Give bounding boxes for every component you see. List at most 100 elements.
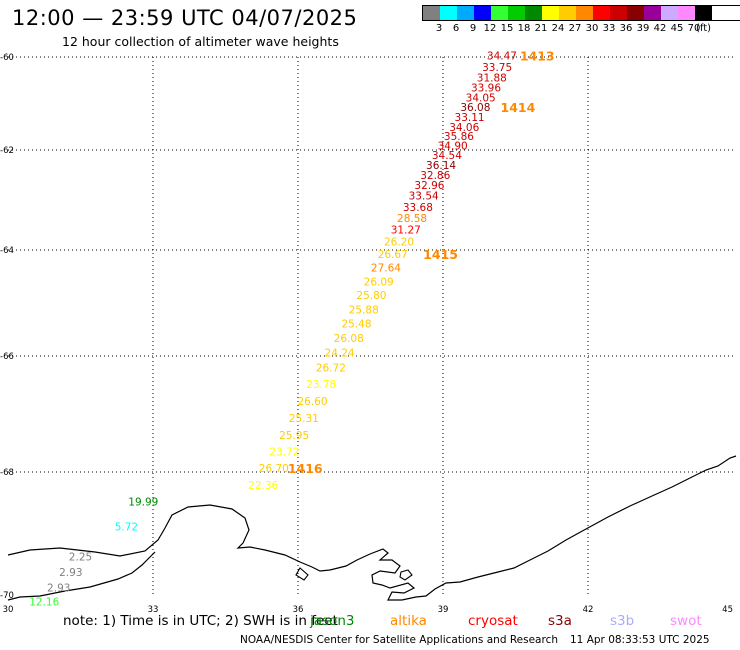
wave-height-value: 25.80 (356, 290, 386, 302)
legend-swatch (525, 6, 542, 20)
wave-height-value: 36.08 (460, 102, 490, 114)
wave-height-value: 33.11 (455, 112, 485, 124)
coastline-south-segment (7, 551, 156, 601)
wave-height-value: 25.95 (279, 430, 309, 442)
legend-swatch (695, 6, 712, 20)
wave-height-value: 23.78 (306, 379, 336, 391)
legend-swatch (491, 6, 508, 20)
wave-height-value: 27.64 (371, 262, 401, 274)
page-title: 12:00 — 23:59 UTC 04/07/2025 (12, 6, 358, 30)
latitude-tick-label: -66 (0, 352, 14, 362)
wave-height-value: 24.24 (325, 347, 355, 359)
latitude-tick-label: -70 (0, 591, 14, 601)
legend-swatch (474, 6, 491, 20)
wave-height-value: 26.72 (316, 363, 346, 375)
wave-height-value: 34.90 (438, 140, 468, 152)
wave-height-value: 32.86 (420, 170, 450, 182)
footer-note: note: 1) Time is in UTC; 2) SWH is in fe… (63, 613, 338, 629)
legend-tick-label: 18 (517, 23, 531, 34)
page-subtitle: 12 hour collection of altimeter wave hei… (62, 34, 339, 49)
pass-number-label: 1414 (501, 100, 536, 115)
pass-number-label: 1413 (520, 49, 555, 64)
legend-labels: 3 6 9 12 15 18 21 24 27 30 33 36 39 42 45 70 (ft) (422, 21, 740, 35)
wave-height-value: 26.20 (384, 237, 414, 249)
legend-swatch (559, 6, 576, 20)
legend-swatch (440, 6, 457, 20)
legend-swatch (542, 6, 559, 20)
latitude-tick-label: -62 (0, 146, 14, 156)
mission-label-cryosat: cryosat (468, 613, 518, 629)
wave-height-value: 26.67 (378, 249, 408, 261)
wave-height-value: 2.93 (59, 567, 82, 579)
legend-tick-label: 9 (469, 23, 477, 34)
legend-tick-label: 33 (602, 23, 616, 34)
legend-tick-label: 70 (687, 23, 701, 34)
wave-height-value: 34.54 (432, 150, 462, 162)
wave-height-value: 33.68 (403, 202, 433, 214)
wave-height-value: 2.93 (47, 583, 70, 595)
wave-height-value: 34.06 (449, 122, 479, 134)
wave-height-value: 31.88 (477, 72, 507, 84)
latitude-tick-label: -64 (0, 246, 14, 256)
wave-height-value: 26.09 (364, 276, 394, 288)
legend-tick-label: 3 (435, 23, 443, 34)
pass-number-labels: 1413 1414 1415 1416 (288, 49, 555, 476)
longitude-tick-label: 30 (3, 605, 14, 615)
longitude-tick-label: 36 (293, 605, 304, 615)
coastline (7, 455, 737, 601)
mission-label-swot: swot (670, 613, 702, 629)
legend-swatch (457, 6, 474, 20)
wave-height-value: 26.60 (297, 396, 327, 408)
legend-swatch (627, 6, 644, 20)
generated-timestamp: 11 Apr 08:33:53 UTC 2025 (570, 634, 710, 646)
wave-height-value: 33.54 (409, 191, 439, 203)
mission-label-s3a: s3a (548, 613, 572, 629)
lat-lon-grid (8, 56, 733, 597)
legend-tick-label: 27 (568, 23, 582, 34)
mission-label-jason3: jason3 (310, 613, 355, 629)
wave-height-value: 25.48 (341, 319, 371, 331)
wave-height-value: 2.25 (69, 551, 92, 563)
pass-number-label: 1416 (288, 461, 323, 476)
longitude-tick-label: 33 (148, 605, 159, 615)
legend-swatch (423, 6, 440, 20)
longitude-tick-label: 45 (722, 605, 733, 615)
legend-tick-label: 39 (636, 23, 650, 34)
legend-swatch (593, 6, 610, 20)
wave-height-value: 36.14 (426, 160, 456, 172)
longitude-tick-label: 42 (583, 605, 594, 615)
legend-tick-label: 12 (483, 23, 497, 34)
legend-tick-label: 30 (585, 23, 599, 34)
wave-height-observations: 34.4733.7531.8833.9634.0536.0833.1134.06… (29, 51, 517, 609)
wave-height-value: 34.05 (466, 92, 496, 104)
ice-shelf-island (399, 569, 413, 581)
legend-color-bar (422, 5, 740, 21)
wave-height-value: 23.72 (269, 447, 299, 459)
wave-height-value: 22.36 (248, 480, 278, 492)
latitude-tick-label: -60 (0, 53, 14, 63)
legend-tick-label: 42 (653, 23, 667, 34)
pass-number-label: 1415 (423, 247, 458, 262)
legend-swatch (644, 6, 661, 20)
wave-height-value: 19.99 (128, 497, 158, 509)
legend-unit: (ft) (696, 23, 712, 34)
legend-tick-label: 15 (500, 23, 514, 34)
latitude-tick-label: -68 (0, 468, 14, 478)
wave-height-value: 33.96 (471, 83, 501, 95)
legend-tick-label: 6 (452, 23, 460, 34)
legend-tick-label: 21 (534, 23, 548, 34)
wave-height-value: 28.58 (397, 213, 427, 225)
wave-height-value: 5.72 (115, 522, 138, 534)
wave-height-value: 26.70 (259, 463, 289, 475)
longitude-tick-label: 39 (438, 605, 449, 615)
legend-swatch (508, 6, 525, 20)
legend-swatch (576, 6, 593, 20)
mission-label-s3b: s3b (610, 613, 635, 629)
credit-text: NOAA/NESDIS Center for Satellite Applica… (240, 634, 558, 646)
legend-swatch (661, 6, 678, 20)
legend-swatch (610, 6, 627, 20)
legend-tick-label: 45 (670, 23, 684, 34)
legend-tick-label: 24 (551, 23, 565, 34)
wave-height-value: 34.47 (487, 51, 517, 63)
